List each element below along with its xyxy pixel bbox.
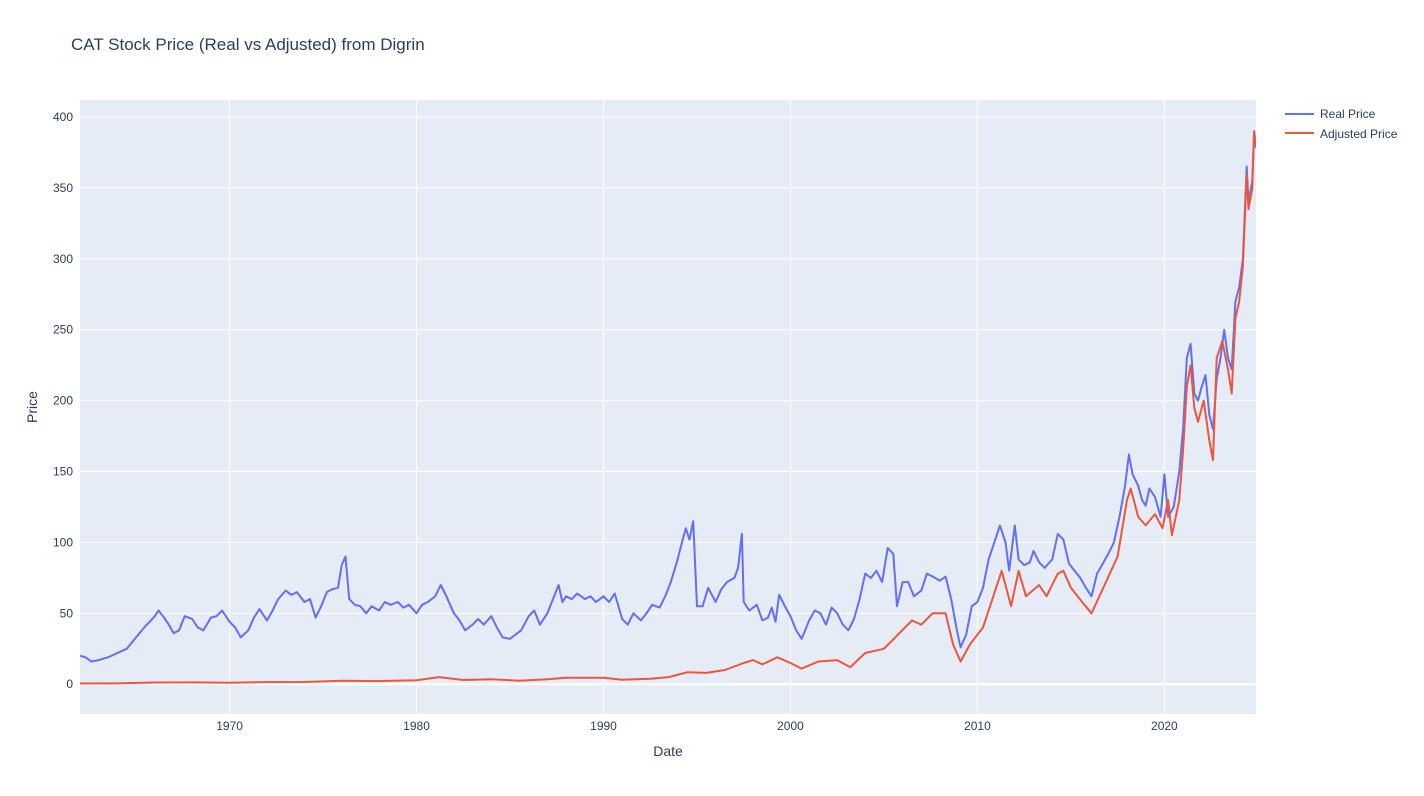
x-tick-label: 1980 [403, 719, 430, 733]
y-tick-label: 100 [53, 535, 73, 549]
series-line-adjusted-price[interactable] [80, 130, 1256, 685]
y-tick-label: 50 [60, 606, 74, 620]
series-line-real-price[interactable] [80, 130, 1256, 663]
y-tick-labels: 0 50 100 150 200 250 300 350 400 [53, 110, 73, 691]
y-axis-title: Price [24, 391, 40, 423]
y-tick-label: 0 [66, 677, 73, 691]
plot-area [80, 100, 1256, 714]
y-tick-label: 150 [53, 465, 73, 479]
x-tick-labels: 1970 1980 1990 2000 2010 2020 [216, 719, 1178, 733]
x-gridlines [229, 100, 1165, 714]
legend-label-real-price[interactable]: Real Price [1320, 107, 1376, 121]
x-tick-label: 1990 [590, 719, 617, 733]
x-tick-label: 2010 [964, 719, 991, 733]
legend[interactable]: Real Price Adjusted Price [1285, 107, 1398, 141]
y-tick-label: 350 [53, 181, 73, 195]
x-axis-title: Date [653, 743, 683, 759]
chart-title: CAT Stock Price (Real vs Adjusted) from … [71, 35, 425, 54]
x-tick-label: 2000 [777, 719, 804, 733]
series-lines [80, 130, 1256, 685]
legend-label-adjusted-price[interactable]: Adjusted Price [1320, 127, 1398, 141]
y-gridlines [80, 116, 1256, 686]
x-tick-label: 2020 [1151, 719, 1178, 733]
y-tick-label: 300 [53, 252, 73, 266]
y-tick-label: 400 [53, 110, 73, 124]
y-tick-label: 200 [53, 394, 73, 408]
x-tick-label: 1970 [216, 719, 243, 733]
y-tick-label: 250 [53, 323, 73, 337]
